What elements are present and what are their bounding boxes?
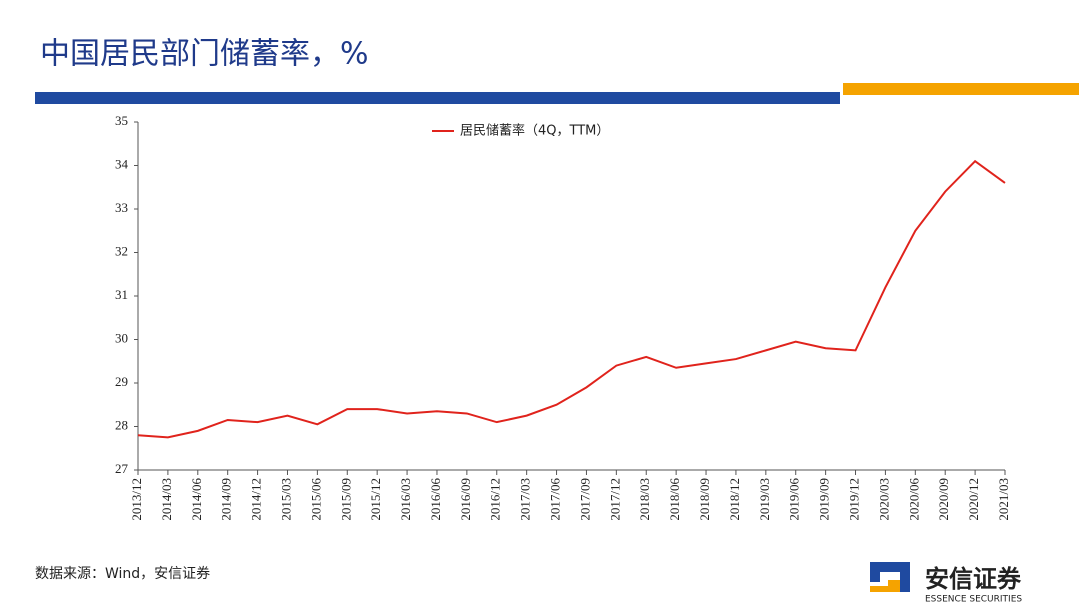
x-tick-label: 2017/03 [518, 478, 533, 521]
y-tick-label: 34 [115, 156, 129, 171]
x-tick-label: 2014/03 [159, 478, 174, 521]
x-tick-label: 2014/06 [189, 478, 204, 521]
logo-mark-accent [870, 580, 900, 592]
logo: 安信证券 ESSENCE SECURITIES [870, 562, 1022, 605]
x-tick-label: 2015/06 [308, 478, 323, 521]
x-tick-label: 2018/12 [727, 478, 742, 521]
x-tick-label: 2017/09 [577, 478, 592, 521]
x-tick-label: 2020/09 [936, 478, 951, 521]
y-tick-label: 31 [115, 287, 128, 302]
x-tick-label: 2019/09 [817, 478, 832, 521]
x-tick-label: 2018/06 [667, 478, 682, 521]
x-tick-label: 2018/03 [637, 478, 652, 521]
line-series [137, 159, 1006, 439]
x-tick-label: 2016/06 [428, 478, 443, 521]
x-tick-label: 2016/12 [488, 478, 503, 521]
x-tick-label: 2018/09 [697, 478, 712, 521]
blue-band [35, 92, 840, 104]
x-tick-label: 2015/03 [278, 478, 293, 521]
x-tick-label: 2020/03 [876, 478, 891, 521]
x-tick-label: 2020/06 [906, 478, 921, 521]
orange-band [843, 83, 1079, 95]
x-tick-label: 2020/12 [966, 478, 981, 521]
y-tick-label: 28 [115, 417, 128, 432]
x-tick-label: 2015/12 [368, 478, 383, 521]
source-note: 数据来源：Wind，安信证券 [35, 566, 210, 582]
logo-english: ESSENCE SECURITIES [925, 595, 1022, 605]
x-tick-label: 2014/12 [249, 478, 264, 521]
x-tick-label: 2019/06 [787, 478, 802, 521]
y-tick-label: 27 [115, 461, 129, 476]
y-tick-label: 33 [115, 200, 128, 215]
y-tick-label: 32 [115, 243, 128, 258]
x-tick-label: 2013/12 [129, 478, 144, 521]
x-tick-label: 2015/09 [338, 478, 353, 521]
y-tick-label: 35 [115, 113, 128, 128]
plot: 27 28 29 30 31 32 33 34 35 2013/12 2014/03 2014/06 2… [115, 113, 1011, 521]
legend-label: 居民储蓄率（4Q，TTM） [460, 123, 609, 139]
x-tick-label: 2019/12 [847, 478, 862, 521]
x-tick-label: 2014/09 [219, 478, 234, 521]
logo-name: 安信证券 [925, 565, 1022, 593]
y-tick-label: 29 [115, 374, 128, 389]
y-tick-label: 30 [115, 330, 128, 345]
x-tick-label: 2017/12 [607, 478, 622, 521]
x-tick-label: 2019/03 [757, 478, 772, 521]
slide-title: 中国居民部门储蓄率，% [40, 37, 369, 72]
x-tick-label: 2016/03 [398, 478, 413, 521]
x-tick-label: 2021/03 [996, 478, 1011, 521]
x-tick-label: 2017/06 [548, 478, 563, 521]
x-tick-label: 2016/09 [458, 478, 473, 521]
